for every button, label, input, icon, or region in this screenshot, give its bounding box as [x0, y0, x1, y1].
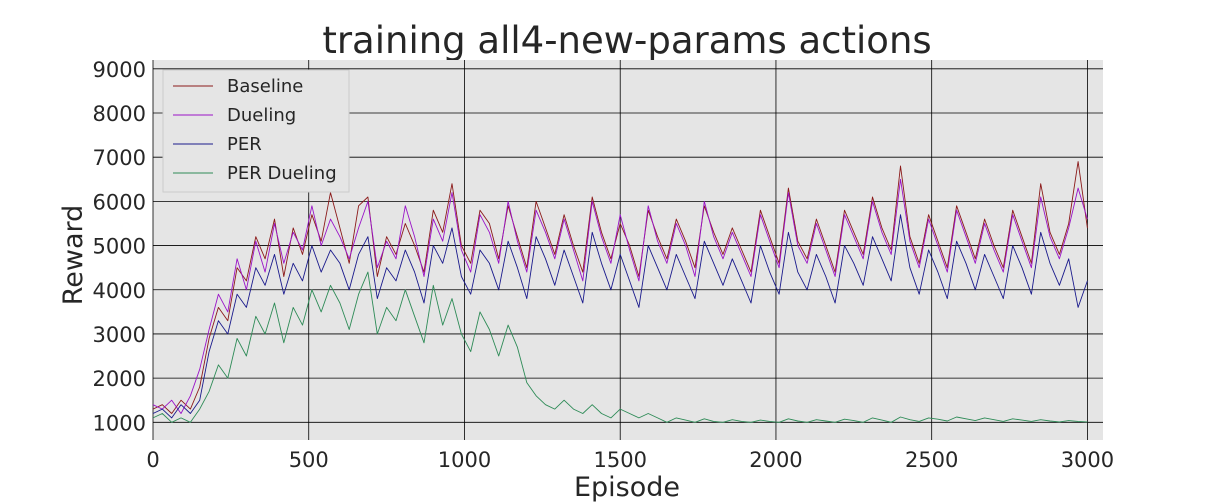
- legend-box: [162, 69, 350, 193]
- series-lines: [152, 161, 1088, 423]
- series-line-1: [152, 161, 1088, 414]
- y-tick-label: 3000: [93, 323, 146, 347]
- series-line-4: [152, 271, 1088, 423]
- y-tick-label: 8000: [93, 102, 146, 126]
- x-tick-label: 500: [289, 448, 329, 472]
- chart-title: training all4-new-params actions: [322, 19, 931, 62]
- y-tick-label: 5000: [93, 235, 146, 259]
- legend-label: Baseline: [227, 76, 303, 97]
- series-line-2: [152, 178, 1088, 414]
- legend-label: PER Dueling: [227, 163, 337, 184]
- x-tick-label: 3000: [1061, 448, 1114, 472]
- y-tick-label: 4000: [93, 279, 146, 303]
- x-tick-label: 0: [146, 448, 159, 472]
- x-tick-label: 2000: [749, 448, 802, 472]
- y-axis-label: Reward: [58, 205, 89, 306]
- legend: Baseline Dueling PER PER Dueling: [162, 69, 350, 193]
- y-tick-label: 6000: [93, 190, 146, 214]
- series-line-3: [152, 214, 1088, 419]
- x-tick-labels: 0 500 1000 1500 2000 2500 3000: [146, 448, 1114, 472]
- y-tick-label: 2000: [93, 367, 146, 391]
- gridlines: [152, 60, 1103, 440]
- y-tick-labels: 1000 2000 3000 4000 5000 6000 7000 8000 9000: [93, 58, 146, 435]
- legend-label: Dueling: [227, 105, 296, 126]
- x-tick-label: 2500: [905, 448, 958, 472]
- y-tick-label: 1000: [93, 411, 146, 435]
- x-tick-label: 1500: [593, 448, 646, 472]
- y-tick-label: 9000: [93, 58, 146, 82]
- x-axis-label: Episode: [574, 472, 680, 503]
- x-tick-label: 1000: [438, 448, 491, 472]
- y-tick-label: 7000: [93, 146, 146, 170]
- legend-label: PER: [227, 134, 262, 155]
